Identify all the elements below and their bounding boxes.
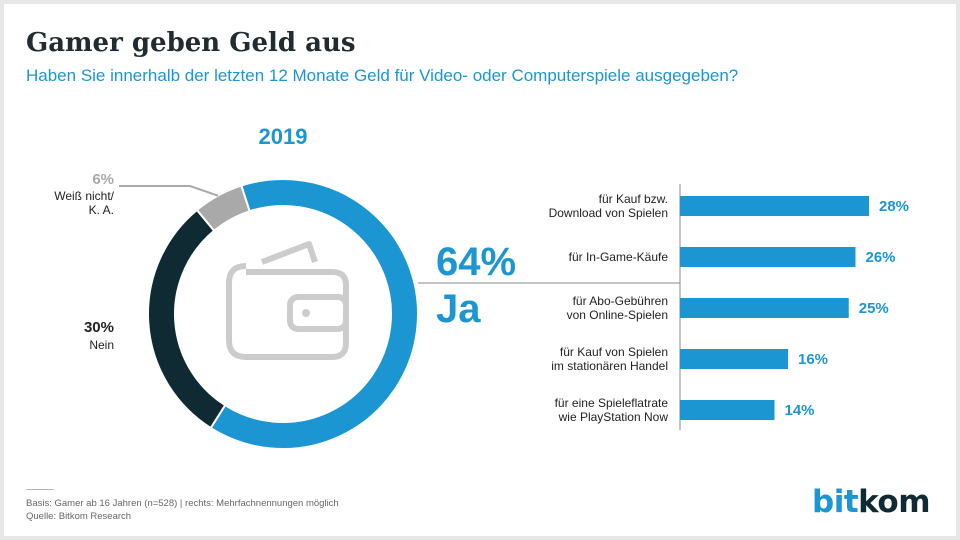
wallet-icon-clasp: [287, 294, 349, 332]
label-wn-leader: [119, 185, 219, 197]
wallet-icon-flap: [260, 241, 318, 265]
bar-category-label-4-line-0: für eine Spieleflatrate: [555, 396, 669, 410]
bar-category-label-0-line-0: für Kauf bzw.: [599, 192, 668, 206]
footnote-source: Quelle: Bitkom Research: [26, 511, 132, 522]
footnote-divider: [26, 489, 54, 490]
label-wn-name-line-0: Weiß nicht/: [54, 189, 114, 203]
bar-4: [680, 400, 775, 420]
bar-category-label-2-line-0: für Abo-Gebühren: [573, 294, 668, 308]
wallet-icon: [226, 241, 349, 360]
bar-value-label-0: 28%: [879, 198, 909, 215]
footnote: Basis: Gamer ab 16 Jahren (n=528) | rech…: [26, 497, 339, 523]
bar-category-label-0-line-1: Download von Spielen: [549, 206, 668, 220]
bitkom-logo: bitkom: [812, 484, 931, 520]
donut-title: 2019: [259, 124, 308, 149]
bar-category-label-2-line-1: von Online-Spielen: [567, 308, 668, 322]
bar-category-label-4-line-1: wie PlayStation Now: [558, 410, 669, 424]
bar-3: [680, 349, 788, 369]
footnote-basis: Basis: Gamer ab 16 Jahren (n=528) | rech…: [26, 498, 339, 509]
donut-slice-2: [195, 184, 251, 233]
logo-part-bit: bit: [812, 484, 859, 520]
bar-2: [680, 298, 849, 318]
bar-0: [680, 196, 869, 216]
logo-part-kom: kom: [858, 484, 931, 520]
bar-chart: 28% für Kauf bzw.Download von Spielen 26% f…: [418, 184, 909, 430]
bar-category-label-3-line-0: für Kauf von Spielen: [560, 345, 668, 359]
donut-chart: 2019 64%Ja 30% Nein 6%Weiß nicht/K. A.: [54, 124, 516, 450]
wallet-icon-dot: [302, 309, 310, 317]
bar-value-label-1: 26%: [866, 249, 896, 266]
chart-title: Gamer geben Geld aus: [26, 28, 356, 58]
bar-category-label-3-line-1: im stationären Handel: [551, 359, 668, 373]
chart-subtitle: Haben Sie innerhalb der letzten 12 Monat…: [26, 66, 739, 85]
label-ja-name: Ja: [436, 287, 481, 331]
bar-value-label-3: 16%: [798, 351, 828, 368]
donut-slice-0: [209, 178, 419, 450]
wallet-icon-body: [226, 263, 349, 360]
label-wn-name-line-1: K. A.: [89, 203, 114, 217]
label-wn-value: 6%: [92, 171, 114, 188]
bar-1: [680, 247, 856, 267]
label-ja-value: 64%: [436, 240, 516, 284]
label-nein-value: 30%: [84, 319, 114, 336]
donut-slice-1: [147, 208, 227, 430]
bar-value-label-2: 25%: [859, 300, 889, 317]
bar-value-label-4: 14%: [785, 402, 815, 419]
label-nein-name: Nein: [89, 338, 114, 352]
bar-category-label-1-line-0: für In-Game-Käufe: [569, 250, 669, 264]
